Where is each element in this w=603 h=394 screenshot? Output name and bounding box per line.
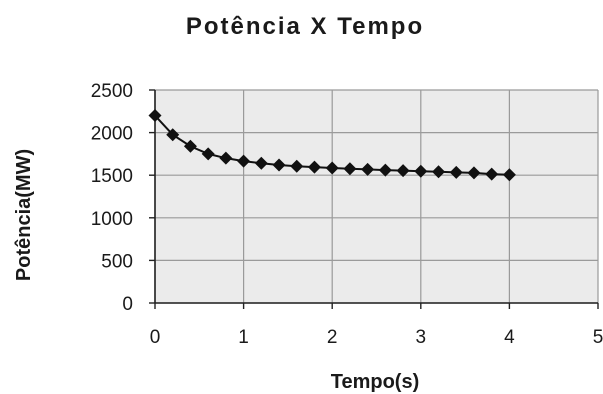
data-point <box>343 162 357 176</box>
x-tick-label: 4 <box>504 327 515 348</box>
x-tick-label: 2 <box>327 327 338 348</box>
x-tick-label: 5 <box>593 327 603 348</box>
data-point <box>237 154 251 168</box>
data-point <box>378 163 392 177</box>
y-tick-label: 500 <box>101 251 133 272</box>
data-point <box>432 165 446 179</box>
data-point <box>166 128 180 142</box>
x-tick-label: 3 <box>416 327 427 348</box>
y-tick-label: 1500 <box>91 166 133 187</box>
y-tick-label: 2000 <box>91 124 133 145</box>
data-point <box>290 159 304 173</box>
data-point <box>201 147 215 161</box>
data-point <box>254 156 268 170</box>
x-axis-label: Tempo(s) <box>331 371 420 393</box>
y-tick-labels: 0 500 1000 1500 2000 2500 <box>91 81 133 315</box>
series-points <box>148 109 516 182</box>
data-point <box>361 162 375 176</box>
y-axis-label: Potência(MW) <box>13 149 35 281</box>
data-point <box>414 164 428 178</box>
data-point <box>502 168 516 182</box>
data-point <box>148 109 162 123</box>
x-tick-label: 0 <box>150 327 161 348</box>
plot-area <box>155 90 598 303</box>
y-tick-label: 1000 <box>91 209 133 230</box>
data-point <box>396 164 410 178</box>
data-point <box>183 139 197 153</box>
x-tick-labels: 0 1 2 3 4 5 <box>150 327 603 348</box>
x-tick-label: 1 <box>238 327 249 348</box>
data-point <box>467 166 481 180</box>
data-point <box>325 161 339 175</box>
data-point <box>272 158 286 172</box>
axes <box>149 89 599 309</box>
data-point <box>307 160 321 174</box>
y-tick-label: 2500 <box>91 81 133 102</box>
data-point <box>449 165 463 179</box>
chart-title: Potência X Tempo <box>186 13 424 40</box>
data-point <box>485 167 499 181</box>
plot-background <box>155 90 598 303</box>
y-tick-label: 0 <box>122 294 133 315</box>
data-point <box>219 151 233 165</box>
